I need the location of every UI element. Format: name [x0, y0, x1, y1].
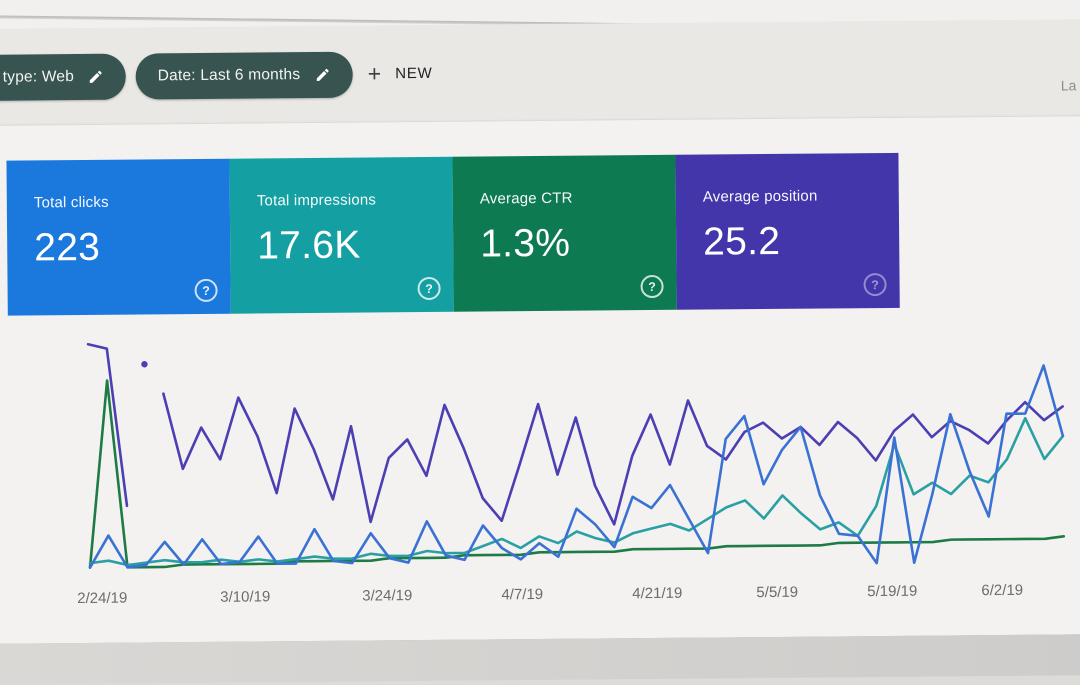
x-tick-label: 5/5/19: [756, 583, 799, 602]
x-tick-label: 4/21/19: [632, 584, 683, 603]
new-filter-button[interactable]: + NEW: [367, 60, 433, 87]
new-filter-label: NEW: [395, 64, 433, 82]
x-tick-label: 4/7/19: [501, 585, 544, 604]
x-tick-label: 3/10/19: [220, 588, 271, 606]
x-tick-label: 2/24/19: [77, 589, 128, 608]
performance-line-chart[interactable]: [50, 326, 1072, 587]
metric-value: 223: [34, 225, 101, 270]
metric-value: 17.6K: [257, 223, 361, 268]
metric-card-total-clicks[interactable]: Total clicks 223 ?: [6, 158, 231, 316]
x-tick-label: 5/19/19: [867, 582, 918, 601]
metric-label: Total clicks: [33, 193, 109, 212]
metric-card-total-impressions[interactable]: Total impressions 17.6K ?: [229, 156, 454, 314]
help-icon[interactable]: ?: [194, 278, 218, 303]
metric-label: Average CTR: [479, 189, 573, 208]
last-updated-text-cropped: La: [1060, 77, 1077, 94]
metric-card-average-position[interactable]: Average position 25.2 ?: [675, 152, 900, 310]
metric-card-average-ctr[interactable]: Average CTR 1.3% ?: [452, 154, 677, 312]
filter-chip-label: type: Web: [2, 68, 75, 86]
series-point-impressions: [141, 361, 148, 368]
x-tick-label: 6/2/19: [981, 581, 1024, 600]
series-line-position: [88, 379, 1066, 569]
series-line-impressions: [162, 392, 1064, 526]
help-icon[interactable]: ?: [417, 276, 441, 301]
series-line-impressions: [86, 342, 129, 508]
pencil-icon[interactable]: [88, 69, 104, 85]
pencil-icon[interactable]: [314, 67, 330, 83]
x-tick-label: 3/24/19: [362, 587, 413, 605]
filter-chip-search-type[interactable]: type: Web: [0, 53, 127, 101]
desk-background-strip: [0, 634, 1080, 685]
help-icon[interactable]: ?: [863, 272, 887, 297]
metric-value: 1.3%: [480, 221, 571, 266]
filter-chip-label: Date: Last 6 months: [157, 66, 301, 85]
metric-cards-row: Total clicks 223 ? Total impressions 17.…: [6, 152, 900, 316]
filter-chip-date-range[interactable]: Date: Last 6 months: [135, 51, 353, 100]
filter-chip-bar: type: Web Date: Last 6 months + NEW La: [0, 19, 1080, 125]
metric-label: Average position: [702, 187, 818, 206]
series-line-clicks: [88, 364, 1065, 569]
plus-icon: +: [367, 60, 382, 87]
metric-value: 25.2: [703, 219, 781, 264]
help-icon[interactable]: ?: [640, 274, 664, 299]
metric-label: Total impressions: [256, 191, 377, 210]
series-line-ctr: [88, 416, 1065, 567]
performance-panel: Total clicks 223 ? Total impressions 17.…: [0, 115, 1080, 644]
